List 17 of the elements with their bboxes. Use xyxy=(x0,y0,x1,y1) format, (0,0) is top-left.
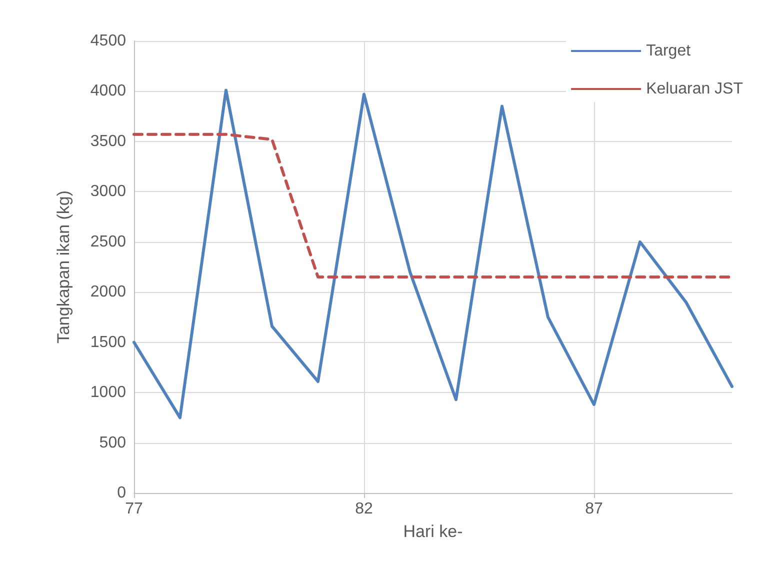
x-tick-label: 82 xyxy=(355,500,373,518)
x-tick-label: 77 xyxy=(125,500,143,518)
y-tick-label: 500 xyxy=(99,434,126,452)
y-tick-label: 1000 xyxy=(90,384,126,402)
y-axis-title: Tangkapan ikan (kg) xyxy=(54,190,73,344)
y-tick-label: 2500 xyxy=(90,233,126,250)
y-tick-label: 4500 xyxy=(90,32,126,50)
x-axis-title: Hari ke- xyxy=(403,522,463,541)
x-tick-label: 87 xyxy=(585,500,603,518)
legend-label: Keluaran JST xyxy=(646,80,744,98)
y-tick-label: 4000 xyxy=(90,82,126,100)
y-tick-label: 3000 xyxy=(90,183,126,200)
y-tick-label: 2000 xyxy=(90,284,126,301)
y-tick-label: 1500 xyxy=(90,334,126,351)
y-tick-label: 3500 xyxy=(90,132,126,150)
y-tick-label: 0 xyxy=(117,484,126,502)
legend-label: Target xyxy=(646,42,692,60)
